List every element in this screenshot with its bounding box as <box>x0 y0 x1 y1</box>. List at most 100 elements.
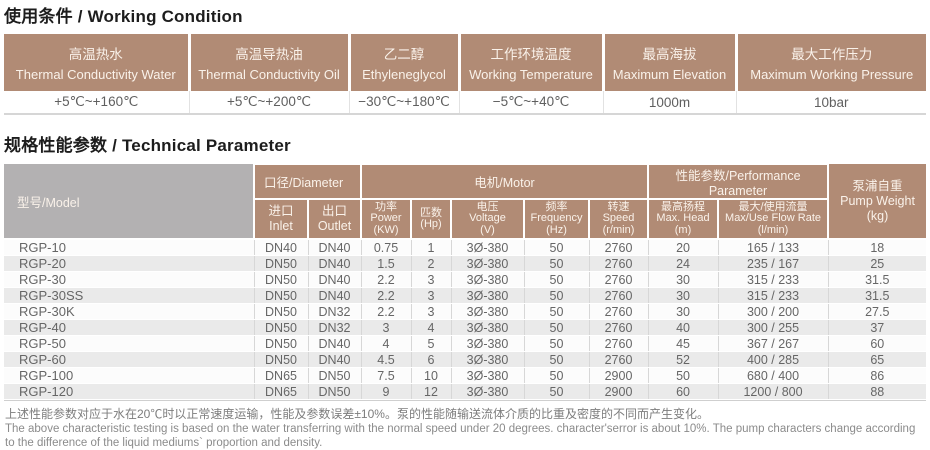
cell-power: 0.75 <box>361 239 412 256</box>
cell-speed: 2900 <box>589 367 649 384</box>
cell-speed: 2760 <box>589 335 649 352</box>
col-header-zh: 工作环境温度 <box>490 47 572 62</box>
max-head-en: Max. Head <box>656 212 710 225</box>
cell-inlet: DN50 <box>254 319 309 336</box>
power-zh: 功率 <box>375 200 397 213</box>
table-row: RGP-120 DN65 DN50 9 12 3Ø-380 50 2900 60… <box>4 383 927 400</box>
cell-weight: 65 <box>828 351 927 368</box>
cell-outlet: DN40 <box>308 239 362 256</box>
col-header-en: Maximum Working Pressure <box>750 67 914 82</box>
cell-speed: 2760 <box>589 239 649 256</box>
pump-weight-en: Pump Weight <box>840 193 915 208</box>
cell-frequency: 50 <box>524 335 590 352</box>
col-header-inlet: 进口 Inlet <box>253 198 309 240</box>
cell-head: 30 <box>648 287 719 304</box>
value-thermal-water: +5℃~+160℃ <box>4 91 189 115</box>
cell-hp: 3 <box>411 303 452 320</box>
cell-voltage: 3Ø-380 <box>451 319 525 336</box>
cell-power: 4.5 <box>361 351 412 368</box>
cell-model: RGP-30K <box>4 303 255 320</box>
frequency-en: Frequency <box>530 212 583 225</box>
col-header-ethyleneglycol: 乙二醇 Ethyleneglycol <box>347 34 459 91</box>
cell-hp: 12 <box>411 383 452 400</box>
cell-inlet: DN50 <box>254 287 309 304</box>
group-header-motor: 电机/Motor <box>359 163 650 200</box>
hp-zh: 匹数 <box>420 206 442 219</box>
footnote-zh: 上述性能参数对应于水在20℃时以正常速度运输，性能及参数误差±10%。泵的性能随… <box>5 407 709 421</box>
cell-model: RGP-30SS <box>4 287 255 304</box>
table-row: RGP-30SS DN50 DN40 2.2 3 3Ø-380 50 2760 … <box>4 287 927 304</box>
value-max-pressure: 10bar <box>735 91 926 115</box>
cell-hp: 1 <box>411 239 452 256</box>
table-row: RGP-10 DN40 DN40 0.75 1 3Ø-380 50 2760 2… <box>4 239 927 256</box>
cell-flow: 315 / 233 <box>718 287 829 304</box>
cell-inlet: DN50 <box>254 255 309 272</box>
cell-hp: 6 <box>411 351 452 368</box>
col-header-zh: 高温导热油 <box>235 47 303 62</box>
col-header-pump-weight: 泵浦自重 Pump Weight (kg) <box>827 164 927 240</box>
table-row: RGP-50 DN50 DN40 4 5 3Ø-380 50 2760 45 3… <box>4 335 927 352</box>
group-header-diameter: 口径/Diameter <box>253 163 362 200</box>
col-header-zh: 乙二醇 <box>383 47 425 62</box>
cell-outlet: DN40 <box>308 287 362 304</box>
cell-inlet: DN50 <box>254 351 309 368</box>
cell-voltage: 3Ø-380 <box>451 287 525 304</box>
col-header-en: Thermal Conductivity Oil <box>198 67 340 82</box>
col-header-hp: 匹数 (Hp) <box>410 198 452 240</box>
cell-hp: 5 <box>411 335 452 352</box>
cell-frequency: 50 <box>524 239 590 256</box>
cell-frequency: 50 <box>524 319 590 336</box>
cell-frequency: 50 <box>524 303 590 320</box>
cell-speed: 2760 <box>589 271 649 288</box>
cell-speed: 2760 <box>589 287 649 304</box>
cell-outlet: DN50 <box>308 367 362 384</box>
cell-head: 24 <box>648 255 719 272</box>
max-head-unit: (m) <box>674 223 692 236</box>
cell-head: 40 <box>648 319 719 336</box>
cell-weight: 25 <box>828 255 927 272</box>
value-working-temperature: −5℃~+40℃ <box>458 91 603 115</box>
col-header-power: 功率 Power (KW) <box>360 198 412 240</box>
cell-speed: 2760 <box>589 255 649 272</box>
cell-flow: 300 / 255 <box>718 319 829 336</box>
cell-voltage: 3Ø-380 <box>451 367 525 384</box>
col-header-model: 型号/Model <box>4 164 255 240</box>
col-header-zh: 最大工作压力 <box>791 47 873 62</box>
cell-outlet: DN32 <box>308 303 362 320</box>
cell-frequency: 50 <box>524 287 590 304</box>
col-header-max-head: 最高扬程 Max. Head (m) <box>647 198 720 240</box>
voltage-en: Voltage <box>469 212 506 225</box>
col-header-speed: 转速 Speed (r/min) <box>587 198 650 240</box>
cell-flow: 367 / 267 <box>718 335 829 352</box>
cell-weight: 86 <box>828 367 927 384</box>
col-header-zh: 高温热水 <box>68 47 123 62</box>
flow-rate-zh: 最大/使用流量 <box>738 200 808 213</box>
cell-outlet: DN40 <box>308 271 362 288</box>
cell-frequency: 50 <box>524 255 590 272</box>
cell-head: 60 <box>648 383 719 400</box>
cell-outlet: DN40 <box>308 335 362 352</box>
cell-voltage: 3Ø-380 <box>451 303 525 320</box>
cell-weight: 88 <box>828 383 927 400</box>
voltage-zh: 电压 <box>476 200 499 213</box>
col-header-max-elevation: 最高海拔 Maximum Elevation <box>601 34 736 91</box>
table-row: RGP-30 DN50 DN40 2.2 3 3Ø-380 50 2760 30… <box>4 271 927 288</box>
footnote-en: The above characteristic testing is base… <box>5 423 916 449</box>
frequency-unit: (Hz) <box>546 223 567 236</box>
cell-hp: 2 <box>411 255 452 272</box>
table-row: RGP-20 DN50 DN40 1.5 2 3Ø-380 50 2760 24… <box>4 255 927 272</box>
col-header-max-pressure: 最大工作压力 Maximum Working Pressure <box>734 34 926 91</box>
cell-hp: 4 <box>411 319 452 336</box>
speed-unit: (r/min) <box>602 223 635 236</box>
cell-head: 20 <box>648 239 719 256</box>
col-header-thermal-oil: 高温导热油 Thermal Conductivity Oil <box>187 34 349 91</box>
cell-hp: 10 <box>411 367 452 384</box>
cell-model: RGP-50 <box>4 335 255 352</box>
technical-parameter-body: RGP-10 DN40 DN40 0.75 1 3Ø-380 50 2760 2… <box>4 239 927 400</box>
cell-model: RGP-60 <box>4 351 255 368</box>
cell-model: RGP-120 <box>4 383 255 400</box>
table-row: RGP-60 DN50 DN40 4.5 6 3Ø-380 50 2760 52… <box>4 351 927 368</box>
cell-model: RGP-40 <box>4 319 255 336</box>
cell-voltage: 3Ø-380 <box>451 271 525 288</box>
